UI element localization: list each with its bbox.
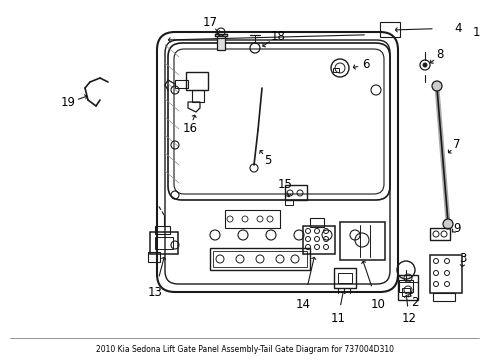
Bar <box>337 273 351 283</box>
Bar <box>155 226 170 234</box>
Bar <box>224 210 280 228</box>
Circle shape <box>422 63 426 67</box>
Bar <box>332 68 338 72</box>
Text: 13: 13 <box>147 285 162 298</box>
Text: 7: 7 <box>452 139 460 152</box>
Bar <box>429 228 449 240</box>
Text: 2010 Kia Sedona Lift Gate Panel Assembly-Tail Gate Diagram for 737004D310: 2010 Kia Sedona Lift Gate Panel Assembly… <box>95 346 393 355</box>
Bar <box>339 222 384 260</box>
Bar <box>185 72 207 90</box>
Text: 2: 2 <box>410 297 418 310</box>
Bar <box>397 275 417 300</box>
Bar <box>285 185 306 200</box>
Bar <box>175 80 187 88</box>
Bar <box>213 251 306 267</box>
Bar <box>148 252 160 262</box>
Bar <box>303 226 334 254</box>
Text: 10: 10 <box>370 298 385 311</box>
Bar <box>150 232 178 254</box>
Text: 17: 17 <box>202 15 217 28</box>
Bar <box>192 90 203 102</box>
Bar <box>155 237 173 249</box>
Text: 5: 5 <box>264 153 271 166</box>
Circle shape <box>442 219 452 229</box>
Text: 19: 19 <box>61 96 75 109</box>
Text: 8: 8 <box>435 49 443 62</box>
Text: 16: 16 <box>182 122 197 135</box>
Text: 1: 1 <box>471 26 479 39</box>
Circle shape <box>431 81 441 91</box>
Bar <box>398 280 412 292</box>
Text: 3: 3 <box>458 252 466 265</box>
Bar <box>209 248 309 270</box>
Text: 18: 18 <box>270 30 285 42</box>
Text: 12: 12 <box>401 311 416 324</box>
Bar <box>285 200 292 205</box>
Text: 6: 6 <box>362 58 369 72</box>
Text: 15: 15 <box>277 179 292 192</box>
Text: 9: 9 <box>452 221 460 234</box>
Bar <box>309 218 324 227</box>
Text: 4: 4 <box>453 22 461 35</box>
Bar <box>432 293 454 301</box>
Bar <box>333 268 355 288</box>
Text: 14: 14 <box>295 298 310 311</box>
Bar <box>217 36 224 50</box>
Bar <box>379 22 399 37</box>
Bar <box>401 288 409 296</box>
Text: 11: 11 <box>330 311 345 324</box>
Bar <box>429 255 461 293</box>
